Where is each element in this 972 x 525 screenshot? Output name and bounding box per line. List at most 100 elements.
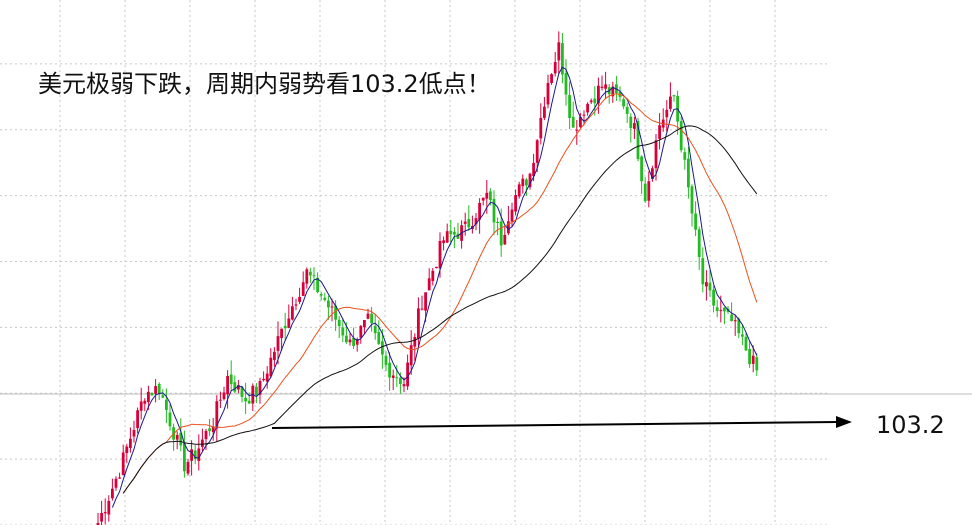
candle-body-4	[111, 488, 114, 499]
target-arrow-line	[271, 421, 839, 429]
candle-body-57	[301, 282, 305, 296]
candle-body-64	[327, 300, 330, 308]
candle-body-141	[604, 84, 607, 89]
candle-body-179	[741, 334, 744, 337]
candle-body-25	[186, 461, 190, 474]
candle-body-181	[748, 348, 751, 365]
candle-body-146	[622, 99, 625, 107]
candle-body-45	[258, 381, 262, 395]
candle-body-34	[219, 399, 222, 401]
candle-body-80	[384, 356, 388, 365]
candle-body-59	[309, 271, 312, 276]
candle-body-74	[363, 319, 366, 328]
candle-body-13	[143, 400, 147, 404]
candle-body-135	[582, 114, 586, 116]
candle-body-5	[114, 478, 118, 488]
candle-body-22	[175, 434, 179, 440]
candle-body-136	[586, 103, 589, 113]
candle-body-151	[640, 156, 643, 182]
candle-body-96	[442, 240, 445, 244]
candle-body-140	[600, 86, 604, 88]
candle-body-0	[96, 522, 100, 525]
candle-body-84	[399, 377, 402, 384]
candle-body-162	[679, 121, 683, 151]
candle-body-150	[636, 121, 640, 160]
candle-body-6	[118, 477, 121, 479]
candle-body-63	[323, 297, 327, 301]
candle-body-138	[593, 98, 597, 104]
candle-body-159	[669, 96, 672, 109]
candle-body-183	[755, 357, 759, 371]
candle-body-119	[525, 179, 528, 186]
candle-body-68	[341, 327, 345, 336]
candle-body-171	[712, 289, 715, 306]
candle-body-176	[730, 314, 733, 322]
candle-body-99	[453, 231, 456, 235]
candle-body-123	[539, 117, 543, 139]
candle-body-110	[492, 199, 496, 223]
candle-body-148	[629, 116, 633, 129]
candle-body-60	[312, 275, 316, 277]
ma-long-line	[122, 125, 758, 494]
candle-body-12	[139, 401, 143, 411]
candle-body-133	[575, 129, 579, 131]
candle-body-50	[276, 336, 280, 351]
candle-body-20	[168, 412, 172, 427]
candle-body-115	[510, 209, 514, 222]
candle-body-1	[100, 512, 103, 522]
candle-body-18	[161, 395, 165, 398]
candle-body-103	[467, 219, 471, 228]
moving-averages	[111, 66, 758, 508]
candle-body-52	[283, 325, 287, 329]
candle-body-9	[129, 438, 132, 449]
candle-body-132	[571, 116, 575, 128]
candle-body-134	[579, 116, 582, 128]
candle-body-106	[478, 202, 481, 220]
candle-body-85	[402, 384, 406, 387]
candle-body-163	[683, 152, 687, 160]
candle-body-113	[503, 234, 507, 245]
candle-body-44	[255, 386, 258, 396]
candle-body-120	[528, 173, 532, 188]
candle-body-7	[121, 452, 125, 475]
candle-body-10	[132, 429, 136, 437]
candle-body-177	[733, 320, 737, 322]
candle-body-30	[204, 430, 208, 440]
candle-body-79	[381, 341, 384, 355]
candle-body-81	[388, 362, 391, 378]
candle-body-178	[737, 318, 741, 334]
candle-body-111	[496, 222, 499, 224]
candle-body-153	[647, 181, 651, 201]
candle-body-149	[633, 123, 636, 129]
candle-body-180	[744, 336, 748, 351]
candle-body-83	[395, 377, 399, 379]
candle-body-182	[751, 355, 755, 364]
candle-body-40	[240, 386, 244, 397]
candle-body-69	[345, 335, 348, 343]
candle-body-105	[474, 218, 478, 225]
candle-body-67	[337, 319, 341, 327]
candle-body-11	[136, 410, 139, 429]
candle-body-8	[125, 446, 129, 454]
candle-body-38	[233, 382, 237, 392]
candle-body-28	[197, 448, 201, 461]
candle-body-62	[319, 293, 323, 296]
candle-body-102	[463, 221, 467, 224]
candle-body-16	[154, 386, 157, 394]
candle-body-41	[244, 397, 247, 402]
candle-body-24	[183, 442, 186, 472]
candle-body-17	[157, 383, 161, 394]
candle-body-78	[377, 332, 381, 344]
candle-body-35	[222, 392, 226, 400]
candle-body-2	[103, 511, 107, 514]
candle-body-137	[589, 100, 593, 103]
candle-body-23	[179, 432, 183, 446]
candle-body-124	[543, 106, 546, 118]
candle-body-72	[355, 339, 359, 345]
candle-body-169	[705, 282, 708, 287]
candle-body-86	[406, 362, 409, 387]
candle-body-116	[514, 195, 517, 212]
candle-body-95	[438, 241, 442, 269]
